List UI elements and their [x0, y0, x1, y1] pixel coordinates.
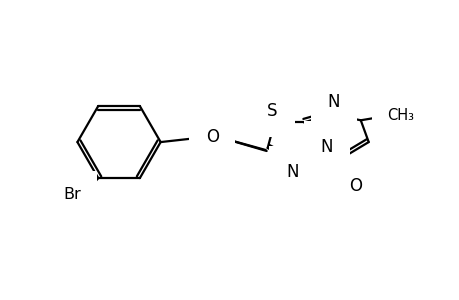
Text: Br: Br	[63, 188, 81, 202]
Text: N: N	[285, 163, 298, 181]
Text: O: O	[348, 177, 362, 195]
Text: S: S	[267, 102, 277, 120]
Text: CH₃: CH₃	[386, 108, 413, 123]
Text: O: O	[205, 128, 218, 146]
Text: N: N	[327, 93, 340, 111]
Text: N: N	[320, 138, 333, 156]
